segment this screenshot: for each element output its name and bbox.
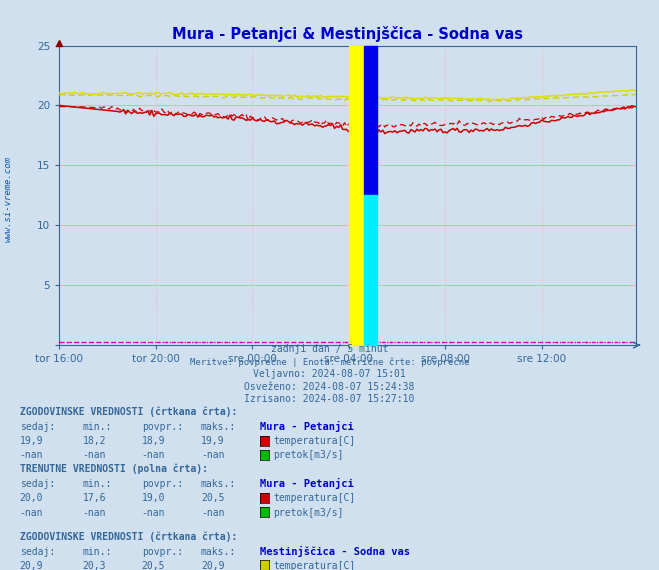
Text: 17,6: 17,6 xyxy=(82,494,106,503)
Text: 20,9: 20,9 xyxy=(20,561,43,570)
Text: min.:: min.: xyxy=(82,479,112,490)
Text: Izrisano: 2024-08-07 15:27:10: Izrisano: 2024-08-07 15:27:10 xyxy=(244,394,415,405)
Text: 19,9: 19,9 xyxy=(20,436,43,446)
Text: maks.:: maks.: xyxy=(201,479,236,490)
Text: -nan: -nan xyxy=(82,450,106,460)
Text: -nan: -nan xyxy=(82,507,106,518)
Text: ZGODOVINSKE VREDNOSTI (črtkana črta):: ZGODOVINSKE VREDNOSTI (črtkana črta): xyxy=(20,531,237,542)
Title: Mura - Petanjci & Mestinjščica - Sodna vas: Mura - Petanjci & Mestinjščica - Sodna v… xyxy=(172,26,523,42)
Text: pretok[m3/s]: pretok[m3/s] xyxy=(273,450,344,460)
Text: Veljavno: 2024-08-07 15:01: Veljavno: 2024-08-07 15:01 xyxy=(253,369,406,380)
Text: www.si-vreme.com: www.si-vreme.com xyxy=(3,157,13,242)
Text: 19,0: 19,0 xyxy=(142,494,165,503)
Text: min.:: min.: xyxy=(82,547,112,557)
Text: 18,2: 18,2 xyxy=(82,436,106,446)
Text: povpr.:: povpr.: xyxy=(142,479,183,490)
Text: sedaj:: sedaj: xyxy=(20,547,55,557)
Text: povpr.:: povpr.: xyxy=(142,422,183,432)
Text: sedaj:: sedaj: xyxy=(20,422,55,432)
Bar xyxy=(349,46,364,345)
Text: Mura - Petanjci: Mura - Petanjci xyxy=(260,421,354,432)
Text: TRENUTNE VREDNOSTI (polna črta):: TRENUTNE VREDNOSTI (polna črta): xyxy=(20,464,208,474)
Text: 19,9: 19,9 xyxy=(201,436,225,446)
Text: maks.:: maks.: xyxy=(201,547,236,557)
Bar xyxy=(364,195,377,345)
Text: -nan: -nan xyxy=(142,507,165,518)
Text: temperatura[C]: temperatura[C] xyxy=(273,436,356,446)
Text: 20,9: 20,9 xyxy=(201,561,225,570)
Text: Osveženo: 2024-08-07 15:24:38: Osveženo: 2024-08-07 15:24:38 xyxy=(244,382,415,392)
Bar xyxy=(364,46,377,195)
Text: maks.:: maks.: xyxy=(201,422,236,432)
Text: pretok[m3/s]: pretok[m3/s] xyxy=(273,507,344,518)
Text: zadnji dan / 5 minut: zadnji dan / 5 minut xyxy=(271,344,388,355)
Text: Meritve: povprečne | Enota: metrične črte: povprečne: Meritve: povprečne | Enota: metrične črt… xyxy=(190,357,469,367)
Text: povpr.:: povpr.: xyxy=(142,547,183,557)
Text: 20,3: 20,3 xyxy=(82,561,106,570)
Text: 20,5: 20,5 xyxy=(142,561,165,570)
Text: -nan: -nan xyxy=(20,450,43,460)
Text: 18,9: 18,9 xyxy=(142,436,165,446)
Text: -nan: -nan xyxy=(201,450,225,460)
Text: ZGODOVINSKE VREDNOSTI (črtkana črta):: ZGODOVINSKE VREDNOSTI (črtkana črta): xyxy=(20,406,237,417)
Text: 20,0: 20,0 xyxy=(20,494,43,503)
Text: temperatura[C]: temperatura[C] xyxy=(273,561,356,570)
Text: -nan: -nan xyxy=(142,450,165,460)
Text: temperatura[C]: temperatura[C] xyxy=(273,494,356,503)
Text: min.:: min.: xyxy=(82,422,112,432)
Text: Mura - Petanjci: Mura - Petanjci xyxy=(260,478,354,490)
Text: 20,5: 20,5 xyxy=(201,494,225,503)
Text: -nan: -nan xyxy=(20,507,43,518)
Text: -nan: -nan xyxy=(201,507,225,518)
Text: sedaj:: sedaj: xyxy=(20,479,55,490)
Text: Mestinjščica - Sodna vas: Mestinjščica - Sodna vas xyxy=(260,546,411,557)
